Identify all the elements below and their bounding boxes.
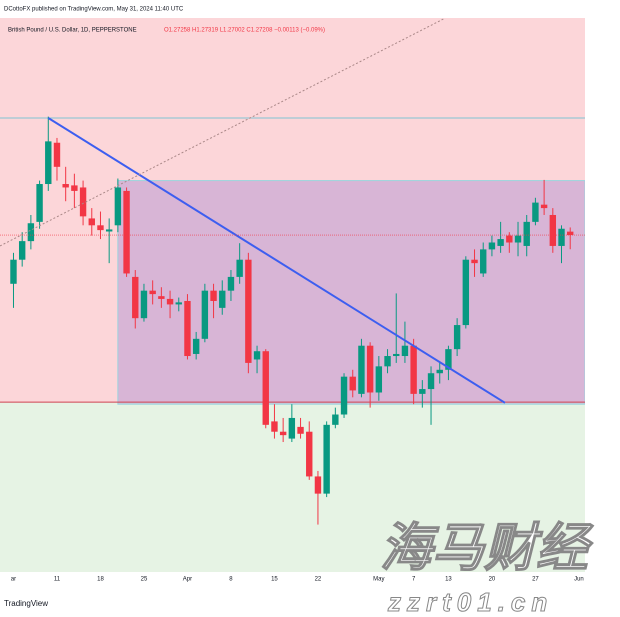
x-tick-label: 13 — [445, 577, 452, 583]
candle-body — [366, 345, 374, 393]
candle-body — [332, 414, 339, 425]
candle-body — [62, 184, 69, 188]
candle-body — [558, 228, 565, 246]
candle-body — [123, 190, 130, 274]
candle-body — [349, 376, 356, 391]
price-axis — [585, 0, 620, 617]
candle-body — [393, 353, 400, 357]
candle-body — [245, 259, 252, 363]
sell-zone — [0, 18, 585, 403]
candle-body — [105, 229, 113, 232]
candle-body — [184, 300, 191, 357]
candle-body — [471, 259, 478, 264]
candle-body — [53, 142, 61, 167]
candle-body — [453, 325, 461, 350]
watermark: 海马财经 — [380, 520, 594, 578]
candle-body — [540, 204, 548, 209]
attribution: DCottoFX published on TradingView.com, M… — [4, 7, 184, 13]
candle-body — [323, 424, 330, 494]
watermark: zzrt01.cn — [387, 587, 553, 617]
candle-body — [262, 351, 269, 425]
candle-body — [462, 259, 470, 326]
candle-body — [114, 187, 122, 226]
x-tick-label: 25 — [141, 577, 148, 583]
x-tick-label: 20 — [489, 577, 496, 583]
x-tick-label: 15 — [271, 577, 278, 583]
candle-body — [288, 417, 296, 439]
candle-body — [10, 259, 17, 284]
candle-body — [358, 345, 365, 394]
x-tick-label: 27 — [532, 577, 539, 583]
candle-body — [410, 345, 417, 394]
candle-body — [488, 242, 496, 250]
candle-body — [45, 141, 52, 185]
candle-body — [497, 239, 504, 246]
candle-body — [514, 235, 522, 243]
candle-body — [532, 202, 539, 222]
candle-body — [419, 389, 426, 394]
candle-body — [149, 290, 156, 295]
x-tick-label: May — [373, 577, 384, 583]
candle-body — [71, 185, 78, 191]
candle-body — [253, 351, 261, 360]
x-tick-label: 22 — [315, 577, 322, 583]
x-tick-label: ar — [11, 577, 16, 583]
candle-body — [401, 345, 409, 357]
candle-body — [175, 302, 182, 305]
candle-body — [166, 298, 174, 305]
candle-body — [18, 241, 26, 260]
x-tick-label: 7 — [412, 577, 416, 583]
candle-body — [219, 290, 226, 308]
plot-area — [0, 18, 585, 572]
candle-body — [227, 276, 235, 291]
candle-body — [132, 276, 139, 319]
trendline — [47, 117, 506, 404]
candle-body — [140, 290, 148, 319]
candle-body — [480, 249, 487, 274]
candle-body — [271, 421, 278, 432]
logo: TradingView — [4, 599, 48, 608]
candle-body — [306, 431, 313, 477]
candle-body — [506, 235, 513, 243]
candle-body — [436, 369, 443, 374]
candle-body — [36, 184, 43, 222]
candle-body — [567, 231, 574, 236]
dashed-line — [0, 18, 446, 247]
candle-body — [158, 296, 165, 299]
candle-body — [523, 221, 530, 246]
candle-body — [427, 373, 435, 390]
candle-body — [79, 187, 87, 217]
candle-body — [201, 290, 209, 339]
candle-body — [27, 223, 35, 242]
x-tick-label: Jun — [574, 577, 584, 583]
candle-body — [549, 214, 557, 246]
candle-body — [340, 376, 348, 415]
ohlc: O1.27258 H1.27319 L1.27002 C1.27208 −0.0… — [164, 28, 325, 34]
candle-body — [445, 349, 452, 370]
candle-body — [192, 338, 200, 354]
candle-body — [375, 366, 383, 393]
range-box — [117, 180, 585, 405]
candle-body — [210, 290, 217, 301]
candle-body — [88, 218, 95, 226]
x-tick-label: Apr — [183, 577, 192, 583]
symbol: British Pound / U.S. Dollar, 1D, PEPPERS… — [8, 28, 137, 34]
candle-body — [236, 259, 243, 277]
candle-body — [384, 356, 391, 367]
candle-body — [279, 431, 287, 436]
x-tick-label: 8 — [229, 577, 233, 583]
x-tick-label: 11 — [54, 577, 61, 583]
candle-body — [97, 225, 104, 231]
candle-body — [314, 476, 322, 494]
x-tick-label: 18 — [97, 577, 104, 583]
candle-body — [297, 426, 304, 434]
